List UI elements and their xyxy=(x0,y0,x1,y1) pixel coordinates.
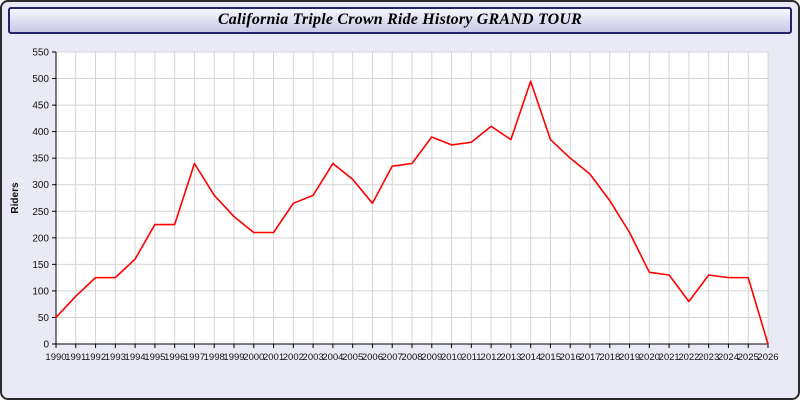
chart-area: 0 50 100 150 200 250 300 350 400 450 500 550 1990 199… xyxy=(6,38,794,390)
svg-text:1992: 1992 xyxy=(85,352,106,363)
svg-text:300: 300 xyxy=(32,180,49,191)
svg-text:2022: 2022 xyxy=(678,352,699,363)
ride-history-line-chart: 0501001502002503003504004505005501990199… xyxy=(10,48,779,364)
svg-text:2003: 2003 xyxy=(303,352,324,363)
svg-text:250: 250 xyxy=(32,207,49,218)
svg-text:1991: 1991 xyxy=(65,352,86,363)
svg-text:2007: 2007 xyxy=(382,352,403,363)
svg-text:2013: 2013 xyxy=(500,352,521,363)
svg-text:1997: 1997 xyxy=(184,352,205,363)
svg-text:2020: 2020 xyxy=(639,352,660,363)
svg-text:2024: 2024 xyxy=(718,352,739,363)
svg-text:2019: 2019 xyxy=(619,352,640,363)
svg-text:1998: 1998 xyxy=(204,352,225,363)
svg-text:100: 100 xyxy=(32,286,49,297)
svg-text:1994: 1994 xyxy=(125,352,146,363)
svg-text:2015: 2015 xyxy=(540,352,561,363)
svg-text:2011: 2011 xyxy=(461,352,481,363)
svg-text:2001: 2001 xyxy=(263,352,284,363)
svg-text:2014: 2014 xyxy=(520,352,541,363)
svg-text:2021: 2021 xyxy=(659,352,680,363)
svg-text:2010: 2010 xyxy=(441,352,462,363)
svg-text:2017: 2017 xyxy=(579,352,600,363)
svg-text:50: 50 xyxy=(38,313,50,324)
title-bar: California Triple Crown Ride History GRA… xyxy=(8,7,792,34)
svg-text:2023: 2023 xyxy=(698,352,719,363)
svg-text:200: 200 xyxy=(32,233,49,244)
svg-text:150: 150 xyxy=(32,260,49,271)
svg-text:2026: 2026 xyxy=(757,352,778,363)
svg-text:550: 550 xyxy=(32,48,49,59)
svg-text:1993: 1993 xyxy=(105,352,126,363)
svg-text:1999: 1999 xyxy=(223,352,244,363)
svg-text:Riders: Riders xyxy=(10,182,21,214)
svg-text:2016: 2016 xyxy=(560,352,581,363)
svg-text:450: 450 xyxy=(32,101,49,112)
svg-text:2006: 2006 xyxy=(362,352,383,363)
svg-text:2005: 2005 xyxy=(342,352,363,363)
svg-text:2009: 2009 xyxy=(421,352,442,363)
svg-text:2025: 2025 xyxy=(738,352,759,363)
svg-text:0: 0 xyxy=(43,340,49,351)
svg-text:2000: 2000 xyxy=(243,352,264,363)
svg-text:350: 350 xyxy=(32,154,49,165)
svg-text:2012: 2012 xyxy=(481,352,502,363)
svg-text:1996: 1996 xyxy=(164,352,185,363)
svg-text:500: 500 xyxy=(32,74,49,85)
page-title: California Triple Crown Ride History GRA… xyxy=(217,11,583,28)
svg-text:1995: 1995 xyxy=(144,352,165,363)
svg-text:2004: 2004 xyxy=(322,352,343,363)
svg-text:2002: 2002 xyxy=(283,352,304,363)
svg-text:2008: 2008 xyxy=(401,352,422,363)
svg-text:1990: 1990 xyxy=(45,352,66,363)
svg-text:2018: 2018 xyxy=(599,352,620,363)
svg-text:400: 400 xyxy=(32,127,49,138)
